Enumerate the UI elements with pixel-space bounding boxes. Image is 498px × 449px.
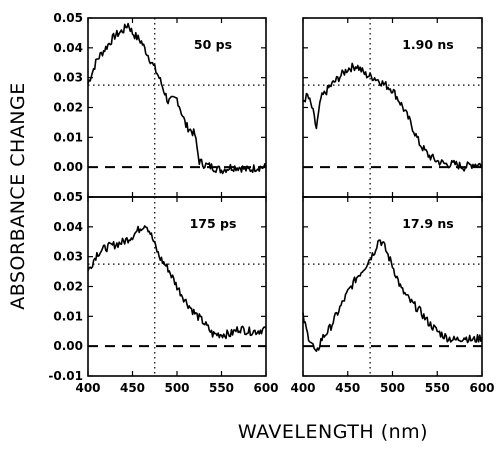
panel-frame [302, 196, 483, 377]
y-tick-label: 0.05 [53, 190, 83, 204]
x-tick-label: 600 [253, 381, 278, 395]
y-tick-label: 0.04 [53, 220, 83, 234]
panel-frame [302, 17, 483, 198]
y-tick-label: 0.05 [53, 11, 83, 25]
x-tick-label: 400 [290, 381, 315, 395]
panel-3: 400 450 500 550 600 -0.01 0.00 0.01 0.02 0.03 0.04… [48, 190, 278, 395]
y-tick-label: 0.01 [53, 309, 83, 323]
x-tick-label: 600 [469, 381, 494, 395]
panel-4: 400 450 500 550 600 17.9 ns [290, 196, 495, 395]
x-axis-title: WAVELENGTH (nm) [238, 421, 428, 443]
panel-1: 0.00 0.01 0.02 0.03 0.04 0.05 50 ps [53, 11, 267, 198]
panel-2: 1.90 ns [302, 17, 483, 198]
x-tick-label: 400 [75, 381, 100, 395]
spectrum-line [302, 62, 483, 172]
y-tick-label: 0.02 [53, 101, 83, 115]
y-tick-label: 0.00 [53, 160, 83, 174]
x-tick-label: 450 [120, 381, 145, 395]
x-tick-label: 550 [209, 381, 234, 395]
y-tick-label: 0.03 [53, 71, 83, 85]
panel-time-label: 50 ps [194, 37, 232, 52]
x-tick-label: 500 [380, 381, 405, 395]
y-tick-label: 0.00 [53, 339, 83, 353]
panel-time-label: 17.9 ns [402, 216, 454, 231]
y-tick-label: 0.02 [53, 280, 83, 294]
x-tick-label: 550 [425, 381, 450, 395]
panel-time-label: 175 ps [190, 216, 237, 231]
spectrum-line [87, 22, 267, 175]
y-tick-label: 0.03 [53, 250, 83, 264]
y-tick-label: 0.01 [53, 130, 83, 144]
spectrum-line [302, 239, 483, 352]
panel-time-label: 1.90 ns [402, 37, 454, 52]
panel-frame [87, 17, 267, 198]
y-tick-label: -0.01 [48, 369, 83, 383]
x-tick-label: 450 [335, 381, 360, 395]
x-tick-label: 500 [164, 381, 189, 395]
y-tick-label: 0.04 [53, 41, 83, 55]
spectrum-line [87, 225, 267, 340]
y-axis-title: ABSORBANCE CHANGE [7, 82, 29, 309]
